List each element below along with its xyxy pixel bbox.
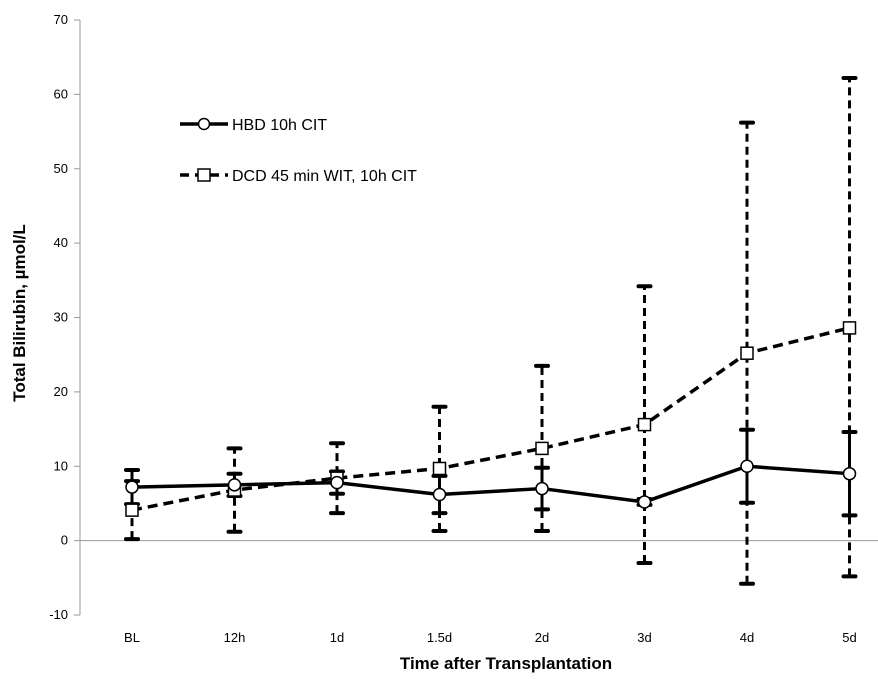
series-lines [131, 326, 850, 512]
data-point-dcd [125, 503, 139, 517]
data-point-hbd [125, 480, 139, 494]
x-tick-label: 2d [535, 630, 549, 645]
legend-label-hbd: HBD 10h CIT [232, 117, 327, 134]
x-tick-label: 1d [330, 630, 344, 645]
y-tick-label: 30 [54, 310, 68, 325]
data-point-hbd [535, 481, 549, 496]
legend-marker-circle [197, 117, 211, 131]
x-tick-label: 12h [224, 630, 246, 645]
x-tick-label: 1.5d [427, 630, 452, 645]
axes [74, 19, 878, 616]
data-point-dcd [740, 346, 754, 360]
data-point-hbd [637, 495, 652, 509]
series-line-hbd [131, 464, 850, 504]
data-point-hbd [432, 487, 447, 502]
x-axis-title: Time after Transplantation [400, 654, 612, 673]
x-tick-label: BL [124, 630, 140, 645]
y-tick-label: 20 [54, 384, 68, 399]
legend-label-dcd: DCD 45 min WIT, 10h CIT [232, 168, 417, 185]
x-tick-label: 3d [637, 630, 651, 645]
y-tick-label: -10 [49, 607, 68, 622]
y-tick-label: 40 [54, 235, 68, 250]
data-point-dcd [432, 461, 447, 476]
legend-item-hbd: HBD 10h CIT [180, 117, 327, 134]
error-bars [124, 76, 858, 586]
data-point-dcd [637, 417, 652, 432]
data-point-hbd [842, 466, 857, 481]
series-line-dcd [131, 326, 850, 512]
data-point-hbd [740, 459, 754, 473]
data-point-dcd [535, 441, 549, 456]
data-point-dcd [842, 321, 857, 335]
x-tick-label: 4d [740, 630, 754, 645]
legend-marker-square [197, 168, 211, 182]
y-axis-title: Total Bilirubin, µmol/L [10, 224, 29, 402]
y-tick-label: 60 [54, 86, 68, 101]
legend: HBD 10h CIT DCD 45 min WIT, 10h CIT [180, 117, 417, 185]
data-point-hbd [227, 478, 242, 492]
data-point-hbd [330, 475, 344, 490]
y-tick-label: 10 [54, 458, 68, 473]
y-tick-label: 70 [54, 12, 68, 27]
y-tick-label: 50 [54, 161, 68, 176]
y-tick-label: 0 [61, 533, 68, 548]
x-tick-label: 5d [842, 630, 856, 645]
data-markers [125, 321, 857, 517]
tick-labels: -10 0 10 20 30 40 50 60 70 BL 12h 1d 1.5d 2d 3d 4d 5d [49, 12, 857, 645]
legend-item-dcd: DCD 45 min WIT, 10h CIT [180, 168, 417, 185]
